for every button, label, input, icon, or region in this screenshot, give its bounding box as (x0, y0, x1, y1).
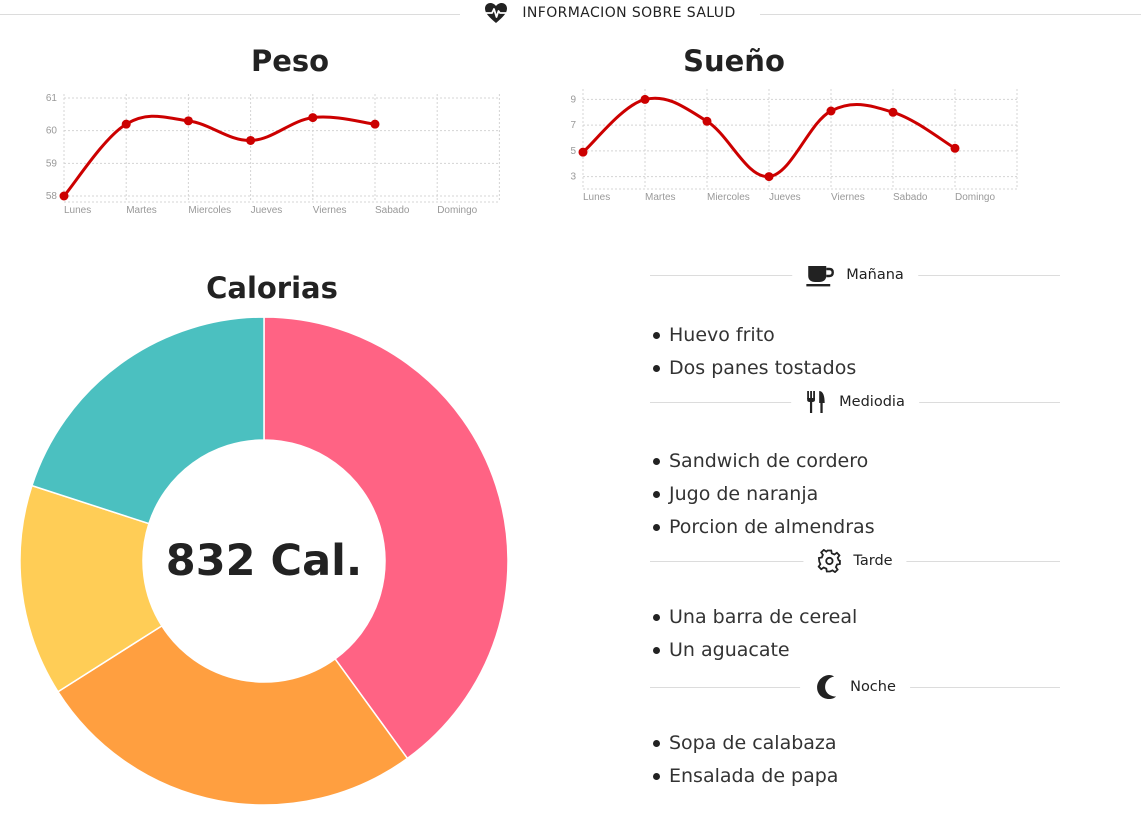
meal-list-noche: Sopa de calabaza Ensalada de papa (650, 727, 1060, 793)
sueno-data-point (640, 94, 650, 104)
sueno-ytick-label: 9 (570, 94, 576, 105)
meal-label-mediodia: Mediodia (839, 394, 905, 410)
meal-list-tarde: Una barra de cereal Un aguacate (650, 601, 1060, 667)
peso-ytick-label: 59 (46, 158, 58, 169)
sueno-xtick-label: Jueves (769, 192, 801, 203)
list-item: Jugo de naranja (650, 478, 1060, 511)
calorias-chart-title: Calorias (206, 271, 338, 305)
page-title: INFORMACION SOBRE SALUD (522, 5, 736, 21)
header-rule-left (0, 14, 460, 15)
sueno-xtick-label: Sabado (893, 192, 928, 203)
coffee-cup-icon (806, 266, 834, 287)
calorias-donut-chart (19, 316, 509, 806)
peso-xtick-label: Domingo (437, 205, 477, 216)
sueno-data-point (702, 116, 712, 126)
sueno-data-point (764, 172, 774, 182)
sueno-xtick-label: Domingo (955, 192, 995, 203)
sueno-chart-title: Sueño (683, 44, 785, 78)
peso-xtick-label: Miercoles (188, 205, 231, 216)
peso-data-point (121, 119, 131, 129)
sueno-data-point (826, 106, 836, 116)
meal-list-manana: Huevo frito Dos panes tostados (650, 319, 1060, 385)
page-header: INFORMACION SOBRE SALUD (460, 0, 760, 26)
meal-section-noche: Noche Sopa de calabaza Ensalada de papa (650, 673, 1060, 793)
list-item: Sandwich de cordero (650, 445, 1060, 478)
sueno-ytick-label: 3 (570, 172, 576, 183)
meal-section-manana: Mañana Huevo frito Dos panes tostados (650, 261, 1060, 385)
list-item: Ensalada de papa (650, 760, 1060, 793)
peso-data-point (308, 113, 318, 123)
gear-icon (817, 549, 841, 573)
sueno-data-point (888, 107, 898, 117)
peso-data-point (370, 119, 380, 129)
sueno-xtick-label: Martes (645, 192, 676, 203)
meal-header-noche: Noche (650, 673, 1060, 701)
peso-xtick-label: Lunes (64, 205, 91, 216)
calorias-center-label: 832 Cal. (165, 536, 363, 586)
sueno-xtick-label: Viernes (831, 192, 865, 203)
peso-data-point (59, 191, 69, 201)
calorias-slice (263, 316, 509, 760)
meal-header-mediodia: Mediodia (650, 388, 1060, 416)
peso-xtick-label: Jueves (251, 205, 283, 216)
peso-ytick-label: 60 (46, 126, 58, 137)
peso-ytick-label: 61 (46, 93, 58, 104)
peso-line-chart: 58 59 60 61 Lunes Martes Miercoles Jueves Vierne… (46, 93, 500, 216)
list-item: Huevo frito (650, 319, 1060, 352)
meal-section-tarde: Tarde Una barra de cereal Un aguacate (650, 547, 1060, 667)
list-item: Porcion de almendras (650, 511, 1060, 544)
sueno-data-point (950, 143, 960, 153)
peso-xtick-label: Viernes (313, 205, 347, 216)
meal-label-tarde: Tarde (853, 553, 893, 569)
sueno-xtick-label: Lunes (583, 192, 610, 203)
peso-series-line (62, 114, 376, 197)
meal-label-noche: Noche (850, 679, 896, 695)
header-rule-right (760, 14, 1141, 15)
meal-label-manana: Mañana (846, 267, 904, 283)
peso-chart-title: Peso (250, 44, 330, 78)
peso-data-point (183, 116, 193, 126)
sueno-data-point (578, 147, 588, 157)
calorias-slice (56, 624, 409, 806)
peso-xtick-label: Martes (126, 205, 157, 216)
calorias-slice (19, 484, 163, 693)
fork-knife-icon (807, 391, 825, 413)
calorias-slice (30, 316, 265, 525)
peso-ytick-label: 58 (46, 191, 58, 202)
sueno-ytick-label: 7 (570, 120, 576, 131)
heartbeat-icon (485, 3, 508, 23)
meal-list-mediodia: Sandwich de cordero Jugo de naranja Porc… (650, 445, 1060, 544)
sueno-xtick-label: Miercoles (707, 192, 750, 203)
sueno-ytick-label: 5 (570, 146, 576, 157)
list-item: Una barra de cereal (650, 601, 1060, 634)
list-item: Dos panes tostados (650, 352, 1060, 385)
meal-header-tarde: Tarde (650, 547, 1060, 575)
sueno-line-chart: 3 5 7 9 Lunes Martes Miercoles Jueves Viernes Sab… (570, 89, 1018, 203)
list-item: Un aguacate (650, 634, 1060, 667)
peso-xtick-label: Sabado (375, 205, 410, 216)
moon-icon (817, 675, 837, 699)
peso-data-point (246, 135, 256, 145)
meal-section-mediodia: Mediodia Sandwich de cordero Jugo de nar… (650, 388, 1060, 544)
meal-header-manana: Mañana (650, 261, 1060, 289)
list-item: Sopa de calabaza (650, 727, 1060, 760)
